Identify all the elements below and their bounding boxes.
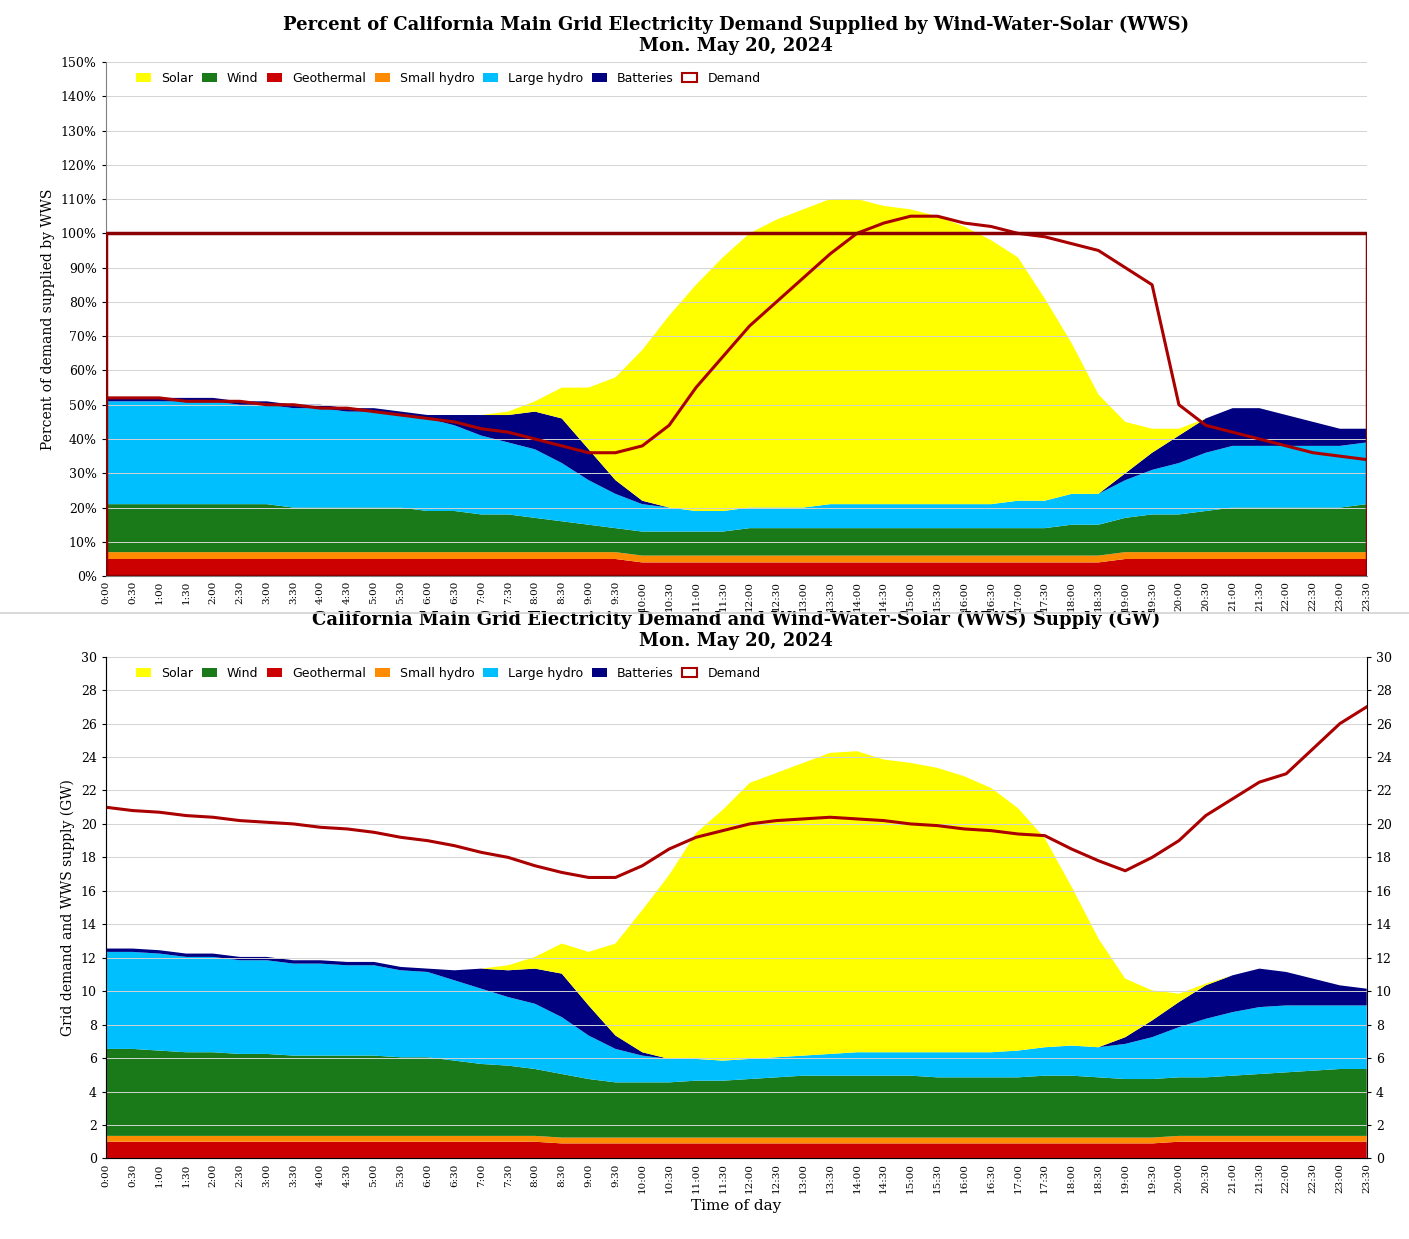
Title: California Main Grid Electricity Demand and Wind-Water-Solar (WWS) Supply (GW)
M: California Main Grid Electricity Demand … — [311, 611, 1161, 649]
Legend: Solar, Wind, Geothermal, Small hydro, Large hydro, Batteries, Demand: Solar, Wind, Geothermal, Small hydro, La… — [131, 662, 765, 685]
Text: Data source: http://www.caiso.com/TodaysOutlook/Pages/supply.html: Data source: http://www.caiso.com/Todays… — [965, 679, 1354, 689]
X-axis label: Time of day: Time of day — [690, 1199, 782, 1213]
Y-axis label: Grid demand and WWS supply (GW): Grid demand and WWS supply (GW) — [61, 779, 75, 1036]
Legend: Solar, Wind, Geothermal, Small hydro, Large hydro, Batteries, Demand: Solar, Wind, Geothermal, Small hydro, La… — [131, 67, 765, 90]
Bar — [106, 233, 1367, 576]
Y-axis label: Percent of demand supplied by WWS: Percent of demand supplied by WWS — [41, 188, 55, 450]
Title: Percent of California Main Grid Electricity Demand Supplied by Wind-Water-Solar : Percent of California Main Grid Electric… — [283, 16, 1189, 55]
